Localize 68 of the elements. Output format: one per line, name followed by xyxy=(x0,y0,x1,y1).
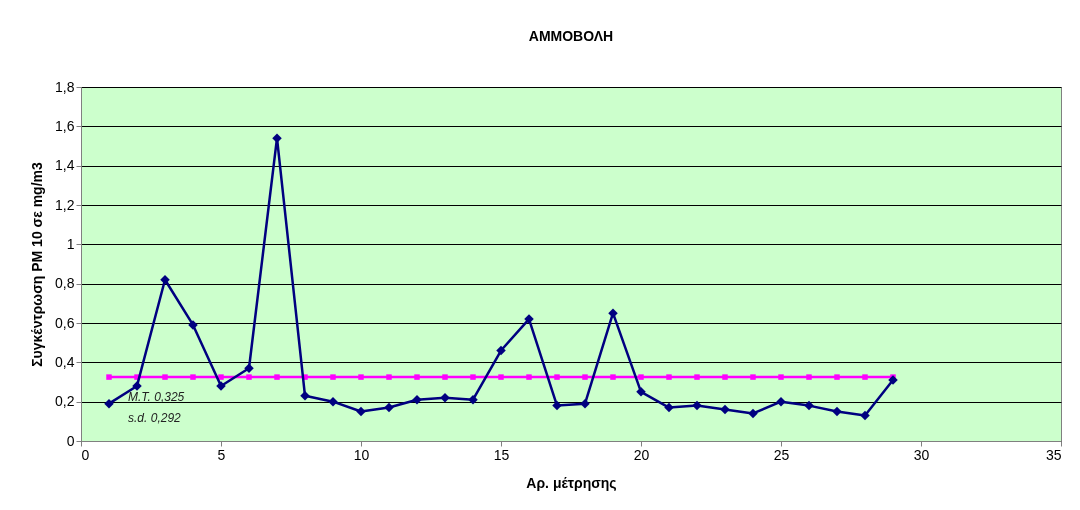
point xyxy=(778,374,784,380)
point xyxy=(776,396,786,407)
point xyxy=(246,374,252,380)
x-tick-label: 10 xyxy=(353,446,370,463)
y-tick-label: 1 xyxy=(66,235,75,252)
point xyxy=(468,394,478,405)
point xyxy=(666,374,672,380)
point xyxy=(328,396,338,407)
chart-title: ΑΜΜΟΒΟΛΗ xyxy=(528,28,614,44)
x-tick-label: 30 xyxy=(913,446,930,463)
annotation: M.T. 0,325 xyxy=(128,389,185,404)
y-tick-label: 1,8 xyxy=(55,78,75,95)
point xyxy=(384,402,394,413)
point xyxy=(496,345,506,356)
point xyxy=(638,374,644,380)
point xyxy=(750,374,756,380)
point xyxy=(356,406,366,417)
point xyxy=(104,398,114,409)
y-axis-title: Συγκέντρωση PM 10 σε mg/m3 xyxy=(29,162,46,367)
point xyxy=(218,374,224,380)
y-tick-label: 0,6 xyxy=(55,314,75,331)
point xyxy=(580,398,590,409)
point xyxy=(162,374,168,380)
point xyxy=(720,404,730,415)
x-tick-label: 20 xyxy=(633,446,650,463)
point xyxy=(748,408,758,419)
point xyxy=(804,400,814,411)
x-axis-title: Αρ. μέτρησης xyxy=(526,474,617,491)
point xyxy=(834,374,840,380)
x-tick-label: 25 xyxy=(773,446,790,463)
point xyxy=(664,402,674,413)
point xyxy=(274,374,280,380)
point xyxy=(860,410,870,421)
point xyxy=(582,374,588,380)
point xyxy=(692,400,702,411)
point xyxy=(806,374,812,380)
point xyxy=(330,374,336,380)
point xyxy=(470,374,476,380)
annotation: s.d. 0,292 xyxy=(128,410,182,425)
y-tick-label: 1,6 xyxy=(55,117,75,134)
x-tick-label: 5 xyxy=(217,446,226,463)
y-tick-label: 0,4 xyxy=(55,353,75,370)
point xyxy=(414,374,420,380)
point xyxy=(386,374,392,380)
point xyxy=(526,374,532,380)
x-tick-label: 35 xyxy=(1045,446,1062,463)
y-tick-label: 0 xyxy=(66,432,75,449)
point xyxy=(440,392,450,403)
point xyxy=(722,374,728,380)
point xyxy=(862,374,868,380)
y-tick-label: 0,8 xyxy=(55,275,75,292)
point xyxy=(610,374,616,380)
point xyxy=(498,374,504,380)
y-tick-label: 1,4 xyxy=(55,157,75,174)
point xyxy=(554,374,560,380)
point xyxy=(832,406,842,417)
x-tick-label: 15 xyxy=(493,446,510,463)
point xyxy=(358,374,364,380)
point xyxy=(190,374,196,380)
point xyxy=(552,400,562,411)
y-tick-label: 1,2 xyxy=(55,196,75,213)
point xyxy=(442,374,448,380)
y-tick-label: 0,2 xyxy=(55,393,75,410)
x-tick-label: 0 xyxy=(81,446,90,463)
point xyxy=(694,374,700,380)
point xyxy=(412,394,422,405)
point xyxy=(106,374,112,380)
point xyxy=(160,274,170,285)
